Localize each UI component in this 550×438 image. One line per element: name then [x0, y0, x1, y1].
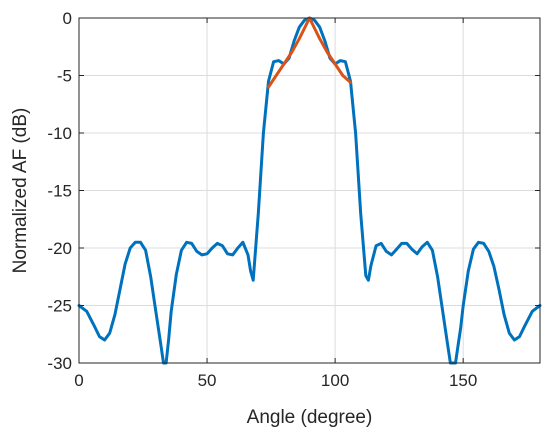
y-tick-label: 0 — [63, 9, 72, 28]
y-tick-label: -20 — [47, 239, 72, 258]
x-tick-label: 150 — [449, 371, 477, 390]
y-tick-label: -10 — [47, 124, 72, 143]
y-tick-label: -25 — [47, 297, 72, 316]
y-tick-labels: 0 -5 -10 -15 -20 -25 -30 — [47, 9, 72, 373]
tick-marks — [78, 17, 540, 364]
x-tick-labels: 0 50 100 150 — [74, 371, 477, 390]
y-tick-label: -15 — [47, 182, 72, 201]
x-tick-label: 0 — [74, 371, 83, 390]
x-tick-label: 50 — [198, 371, 217, 390]
x-tick-label: 100 — [321, 371, 349, 390]
y-axis-label: Normalized AF (dB) — [10, 108, 31, 274]
y-tick-label: -30 — [47, 354, 72, 373]
y-tick-label: -5 — [57, 67, 72, 86]
x-axis-label: Angle (degree) — [247, 407, 373, 428]
